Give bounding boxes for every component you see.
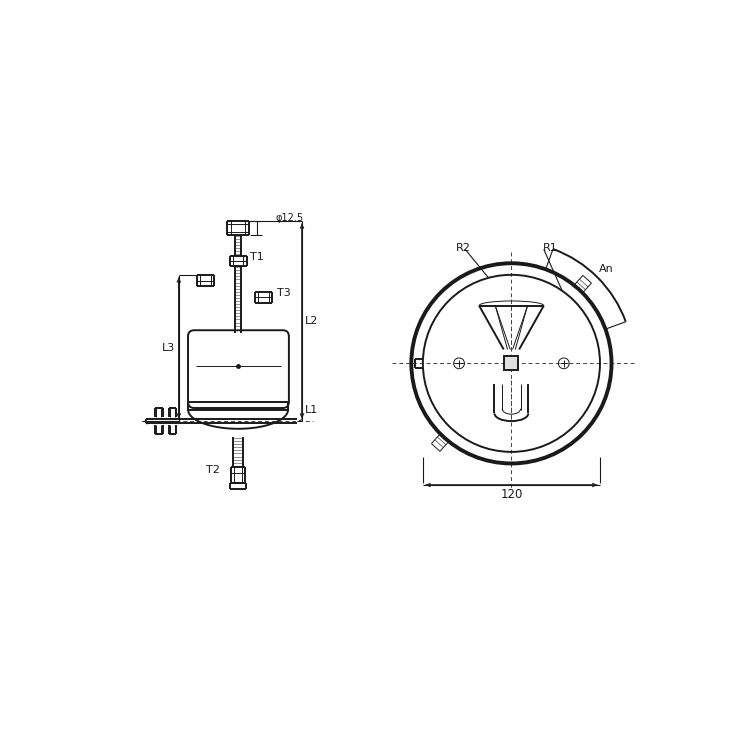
Text: L2: L2 (304, 316, 318, 326)
Bar (505, 356, 518, 370)
Text: 120: 120 (500, 488, 523, 501)
Text: L3: L3 (161, 343, 175, 353)
Text: T1: T1 (250, 252, 263, 262)
Text: T3: T3 (277, 288, 290, 298)
Text: L1: L1 (304, 405, 318, 416)
FancyBboxPatch shape (188, 330, 289, 408)
Text: T2: T2 (206, 466, 220, 476)
Text: R1: R1 (542, 243, 557, 253)
Text: An: An (598, 263, 613, 274)
Text: R2: R2 (456, 243, 471, 253)
Text: φ12.5: φ12.5 (276, 213, 304, 223)
